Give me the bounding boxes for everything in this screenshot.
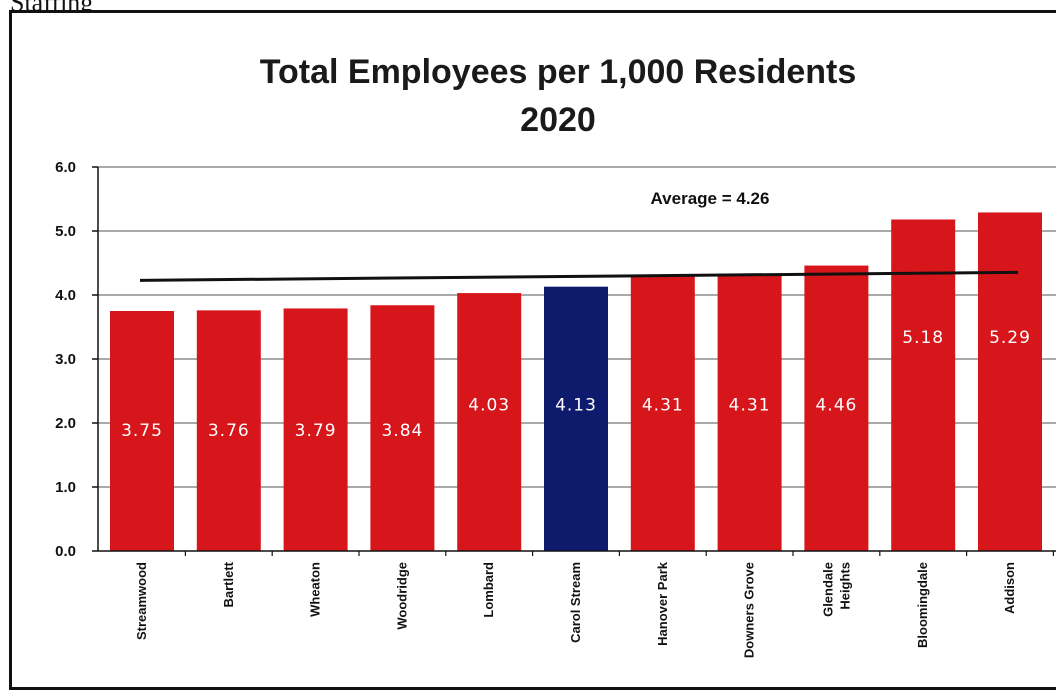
data-label: 4.31 bbox=[642, 396, 684, 416]
y-tick-label: 0.0 bbox=[55, 543, 76, 560]
bar bbox=[630, 275, 695, 551]
x-tick-label: Woodridge bbox=[394, 562, 409, 630]
y-tick-label: 3.0 bbox=[55, 351, 76, 368]
average-line bbox=[139, 270, 1019, 282]
x-tick-label: Bloomingdale bbox=[915, 562, 930, 648]
data-label: 3.79 bbox=[295, 421, 337, 441]
axes: 0.0 1.0 2.0 3.0 4.0 5.0 6.0 bbox=[55, 159, 1056, 560]
data-label: 5.18 bbox=[902, 328, 944, 348]
chart-title-line: 2020 bbox=[520, 101, 596, 139]
bar bbox=[544, 286, 608, 551]
bar bbox=[283, 308, 348, 551]
data-label: 5.29 bbox=[989, 328, 1031, 348]
y-tick-label: 2.0 bbox=[55, 415, 76, 432]
y-tick-label: 5.0 bbox=[55, 223, 76, 240]
bars bbox=[110, 212, 1042, 552]
data-label: 4.13 bbox=[555, 396, 597, 416]
x-tick-label: Carol Stream bbox=[568, 562, 583, 643]
x-tick-label: Glendale bbox=[820, 562, 835, 617]
x-tick-label: Addison bbox=[1002, 562, 1017, 614]
chart-title-line: Total Employees per 1,000 Residents bbox=[260, 53, 857, 91]
y-tick-label: 6.0 bbox=[55, 159, 76, 176]
y-tick-label: 1.0 bbox=[55, 479, 76, 496]
x-tick-label: Downers Grove bbox=[742, 562, 757, 658]
bar bbox=[370, 305, 435, 551]
bar bbox=[978, 212, 1042, 551]
bar bbox=[196, 310, 261, 551]
y-tick-label: 4.0 bbox=[55, 287, 76, 304]
data-label: 3.75 bbox=[121, 421, 163, 441]
x-tick-label: Wheaton bbox=[308, 562, 323, 617]
x-tick-label: Heights bbox=[837, 562, 852, 610]
x-tick-label: Streamwood bbox=[134, 562, 149, 640]
bar bbox=[717, 275, 782, 551]
data-label: 3.76 bbox=[208, 421, 250, 441]
average-label: Average = 4.26 bbox=[651, 189, 770, 208]
bar bbox=[891, 219, 956, 552]
x-tick-label: Hanover Park bbox=[655, 561, 670, 646]
data-label: 3.84 bbox=[381, 421, 423, 441]
data-label: 4.31 bbox=[729, 396, 771, 416]
bar bbox=[110, 311, 174, 551]
x-tick-label: Lombard bbox=[481, 562, 496, 618]
data-label: 4.03 bbox=[468, 396, 510, 416]
bar bbox=[457, 293, 522, 551]
chart-svg: 0.0 1.0 2.0 3.0 4.0 5.0 6.0 Total Employees pe… bbox=[55, 53, 1056, 658]
bar bbox=[804, 265, 869, 551]
x-tick-label: Bartlett bbox=[221, 561, 236, 607]
labels: Total Employees per 1,000 Residents 2020 3… bbox=[121, 53, 1031, 658]
data-label: 4.46 bbox=[815, 396, 857, 416]
